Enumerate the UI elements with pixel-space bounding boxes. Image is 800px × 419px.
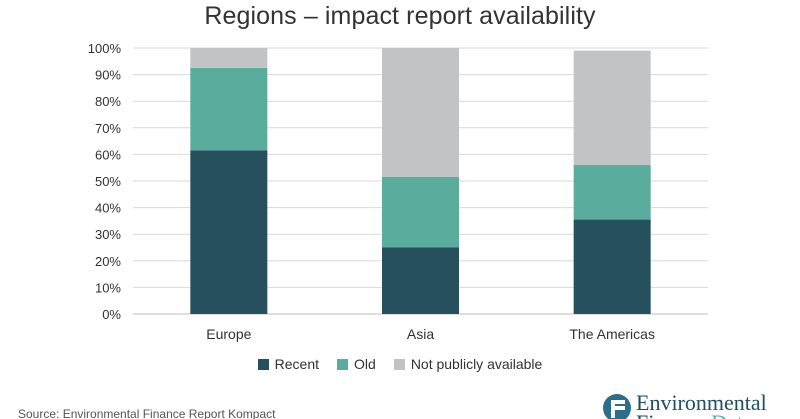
x-category-label: Asia (407, 326, 434, 342)
legend-label: Old (354, 356, 376, 372)
logo-line-2: Finance Data (636, 410, 753, 419)
x-category-label: The Americas (569, 326, 655, 342)
y-tick-label: 40% (95, 201, 121, 216)
legend-item: Old (337, 356, 376, 372)
legend-item: Not publicly available (393, 356, 543, 372)
y-tick-label: 10% (95, 280, 121, 295)
y-tick-label: 50% (95, 174, 121, 189)
y-tick-label: 100% (88, 41, 122, 56)
bar-segment (573, 165, 651, 220)
x-category-label: Europe (206, 326, 251, 342)
bar-segment (382, 247, 459, 314)
bar-segment (573, 219, 651, 314)
y-tick-label: 30% (95, 227, 121, 242)
bar-segment (382, 177, 459, 248)
y-tick-label: 0% (102, 307, 121, 322)
stacked-bar-chart: 0% 10% 20% 30% 40% 50% 60% 70% 80% 90% 100% Europe… (88, 41, 708, 342)
bar-segment (190, 150, 268, 314)
legend-swatch (257, 358, 269, 370)
legend-item: Recent (257, 356, 320, 372)
bar-segment (382, 48, 459, 178)
chart-legend: Recent Old Not publicly available (0, 356, 800, 372)
chart-title: Regions – impact report availability (204, 2, 596, 30)
legend-swatch (393, 358, 405, 370)
logo-word-data: Data (711, 410, 753, 419)
logo-word-finance: Finance (636, 410, 706, 419)
environmental-finance-data-logo: Environmental Finance Data (600, 386, 800, 419)
logo-mark-icon (603, 394, 631, 419)
bars (190, 48, 651, 314)
source-note: Source: Environmental Finance Report Kom… (18, 407, 276, 419)
y-axis-ticks: 0% 10% 20% 30% 40% 50% 60% 70% 80% 90% 100% (88, 41, 122, 322)
y-tick-label: 70% (95, 121, 121, 136)
bar-segment (190, 48, 268, 68)
y-tick-label: 90% (95, 68, 121, 83)
y-tick-label: 60% (95, 147, 121, 162)
y-tick-label: 20% (95, 254, 121, 269)
x-axis-categories: Europe Asia The Americas (206, 326, 655, 342)
legend-label: Recent (274, 356, 320, 372)
legend-swatch (337, 358, 349, 370)
legend-label: Not publicly available (410, 356, 543, 372)
bar-segment (573, 50, 651, 166)
logo-line-1: Environmental (636, 390, 767, 415)
bar-segment (190, 67, 268, 151)
y-tick-label: 80% (95, 94, 121, 109)
